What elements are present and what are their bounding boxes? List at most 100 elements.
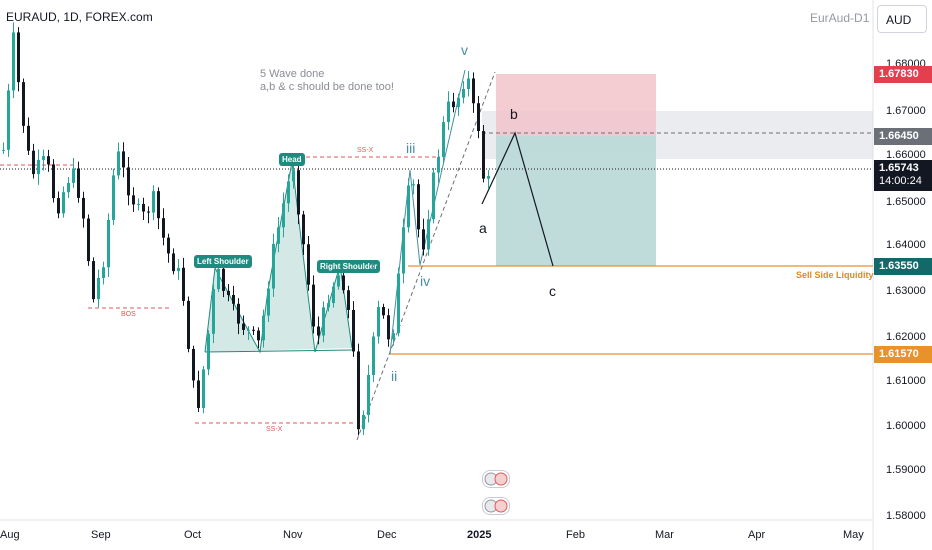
candle-body bbox=[427, 219, 430, 250]
candle-body bbox=[367, 375, 370, 415]
candle-body bbox=[142, 203, 145, 212]
currency-button[interactable]: AUD bbox=[877, 5, 927, 33]
candle-body bbox=[42, 156, 45, 160]
candle-body bbox=[2, 149, 5, 151]
candle-body bbox=[227, 290, 230, 295]
right-shoulder-label[interactable]: Right Shoulder bbox=[317, 260, 381, 273]
candle-body bbox=[87, 218, 90, 262]
wave-iv-label[interactable]: iv bbox=[420, 273, 431, 289]
candle-body bbox=[377, 307, 380, 337]
candle-body bbox=[247, 329, 250, 331]
candle-body bbox=[437, 157, 440, 173]
wave-ii-label[interactable]: ii bbox=[391, 368, 398, 384]
candle-body bbox=[52, 164, 55, 199]
candle-body bbox=[172, 253, 175, 272]
price-tick: 1.62000 bbox=[886, 331, 926, 343]
ssx-high-label: SS-X bbox=[357, 147, 374, 154]
candle-body bbox=[192, 348, 195, 381]
analysis-note: 5 Wave done a,b & c should be done too! bbox=[260, 68, 394, 94]
price-tick: 1.61000 bbox=[886, 375, 926, 387]
left-shoulder-label[interactable]: Left Shoulder bbox=[194, 255, 252, 268]
candle-body bbox=[92, 261, 95, 300]
candle-body bbox=[27, 125, 30, 151]
candle-body bbox=[472, 78, 475, 104]
head-label[interactable]: Head bbox=[279, 153, 305, 166]
candle-body bbox=[12, 32, 15, 91]
candle-body bbox=[22, 82, 25, 126]
candle-body bbox=[157, 191, 160, 219]
candle-body bbox=[182, 267, 185, 301]
candle-body bbox=[362, 414, 365, 430]
time-tick: Mar bbox=[655, 529, 674, 541]
candle-body bbox=[147, 211, 150, 213]
candle-body bbox=[422, 229, 425, 250]
price-tick: 1.66000 bbox=[886, 149, 926, 161]
wave-iii-label[interactable]: iii bbox=[406, 140, 416, 156]
candle-body bbox=[102, 267, 105, 278]
candle-body bbox=[137, 203, 140, 205]
wave-b-label[interactable]: b bbox=[510, 106, 518, 122]
candle-body bbox=[207, 333, 210, 370]
time-tick: Apr bbox=[748, 529, 766, 541]
candle-body bbox=[72, 168, 75, 183]
stop-price-tag[interactable]: 1.67830 bbox=[874, 66, 932, 83]
candle-body bbox=[302, 214, 305, 245]
candle-body bbox=[287, 181, 290, 204]
candle-body bbox=[357, 351, 360, 430]
candle-body bbox=[17, 32, 20, 83]
note-line-2: a,b & c should be done too! bbox=[260, 81, 394, 93]
bos-label: BOS bbox=[121, 311, 136, 318]
head-shoulders-pattern bbox=[205, 162, 352, 352]
price-tick: 1.65000 bbox=[886, 196, 926, 208]
candle-body bbox=[387, 315, 390, 340]
price-tick: 1.67000 bbox=[886, 105, 926, 117]
candle-body bbox=[77, 168, 80, 198]
target-price-tag[interactable]: 1.63550 bbox=[874, 258, 932, 275]
support-price-tag[interactable]: 1.61570 bbox=[874, 346, 932, 363]
wave-channel-line bbox=[356, 71, 496, 441]
time-tick: Feb bbox=[566, 529, 585, 541]
wave-c-label[interactable]: c bbox=[549, 283, 556, 299]
economic-event-badge-2[interactable] bbox=[482, 497, 510, 515]
candle-body bbox=[242, 323, 245, 330]
candle-body bbox=[267, 288, 270, 316]
candle-body bbox=[312, 284, 315, 327]
last-price-tag[interactable]: 1.65743 14:00:24 bbox=[874, 160, 932, 191]
candle-body bbox=[272, 243, 275, 289]
candle-body bbox=[417, 184, 420, 230]
economic-event-badge[interactable] bbox=[482, 470, 510, 488]
candle-body bbox=[112, 175, 115, 220]
candle-body bbox=[212, 289, 215, 334]
candle-body bbox=[347, 290, 350, 311]
candle-body bbox=[237, 303, 240, 324]
time-tick-year: 2025 bbox=[467, 529, 492, 541]
candle-body bbox=[307, 244, 310, 285]
symbol-title[interactable]: EURAUD, 1D, FOREX.com bbox=[6, 10, 153, 24]
time-tick: Sep bbox=[91, 529, 111, 541]
entry-price-tag[interactable]: 1.66450 bbox=[874, 128, 932, 145]
candle-body bbox=[452, 101, 455, 108]
candle-body bbox=[487, 176, 490, 179]
impulse-wave-path bbox=[389, 69, 466, 355]
candle-body bbox=[332, 286, 335, 304]
candle-body bbox=[82, 197, 85, 219]
candle-body bbox=[222, 268, 225, 291]
candle-body bbox=[177, 267, 180, 272]
candle-body bbox=[442, 122, 445, 158]
candle-body bbox=[47, 156, 50, 165]
candle-body bbox=[282, 203, 285, 228]
price-tick: 1.58000 bbox=[886, 510, 926, 522]
note-line-1: 5 Wave done bbox=[260, 68, 325, 80]
wave-i-label[interactable]: i bbox=[371, 257, 375, 273]
wave-a-label[interactable]: a bbox=[479, 220, 487, 236]
bar-countdown: 14:00:24 bbox=[879, 175, 922, 187]
flag-icon bbox=[484, 499, 508, 513]
wave-v-label[interactable]: v bbox=[461, 42, 468, 58]
time-tick: Oct bbox=[184, 529, 202, 541]
time-tick: Aug bbox=[0, 529, 20, 541]
time-tick: Nov bbox=[283, 529, 303, 541]
abc-projection bbox=[481, 131, 554, 267]
chart-watermark: EurAud-D1 bbox=[810, 11, 870, 25]
